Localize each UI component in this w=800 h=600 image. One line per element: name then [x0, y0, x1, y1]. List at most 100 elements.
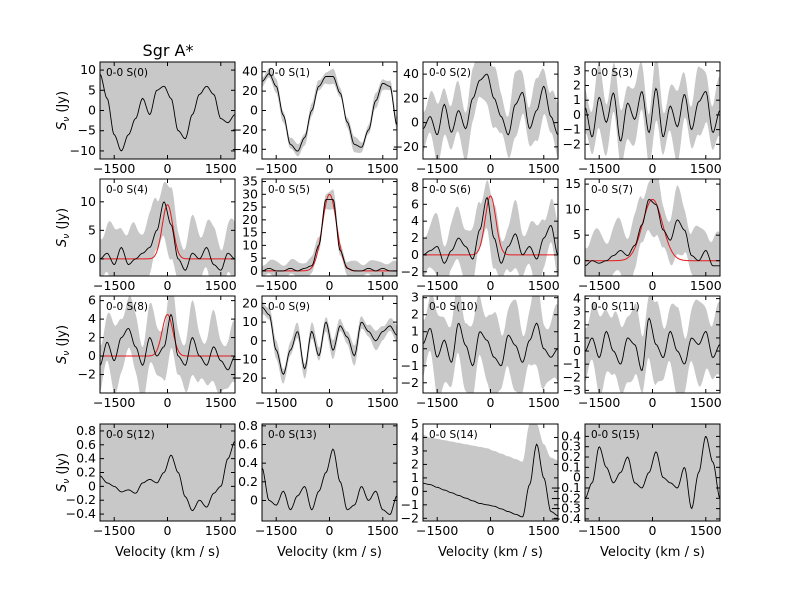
- y-tick-label: 0: [250, 492, 258, 507]
- y-tick-label: 0: [88, 348, 96, 363]
- x-tick-label: −1500: [93, 161, 135, 176]
- y-tick-label: 0.2: [238, 474, 258, 489]
- x-tick-label: 1500: [528, 523, 560, 538]
- y-tick-label: −1: [401, 497, 419, 512]
- y-tick-label: −0.2: [551, 490, 581, 505]
- x-tick-label: −1500: [93, 278, 135, 293]
- panel-label: 0-0 S(3): [591, 67, 633, 79]
- y-axis-label: Sν (Jy): [55, 453, 72, 492]
- x-tick-label: 1500: [205, 395, 237, 410]
- plot-area: [262, 424, 397, 521]
- y-tick-label: −0.3: [551, 501, 581, 516]
- x-tick-label: 1500: [690, 395, 722, 410]
- x-tick-label: 0: [487, 161, 495, 176]
- y-tick-label: −1: [401, 358, 419, 373]
- y-tick-label: −1: [563, 356, 581, 371]
- panel-label: 0-0 S(13): [268, 429, 317, 441]
- y-tick-label: 2: [573, 317, 581, 332]
- panel-label: 0-0 S(6): [429, 184, 471, 196]
- y-axis-labels: Sν (Jy) Sν (Jy) Sν (Jy) Sν (Jy): [55, 91, 72, 492]
- plot-area: [100, 181, 235, 276]
- y-tick-label: 0.4: [76, 451, 96, 466]
- x-axis-label: Velocity (km / s): [600, 545, 705, 560]
- y-tick-label: 2: [411, 230, 419, 245]
- spectrum-line: [262, 198, 397, 272]
- x-tick-label: −1500: [416, 161, 458, 176]
- y-tick-label: 15: [565, 176, 581, 191]
- error-band: [100, 62, 235, 159]
- plot-area: [423, 424, 558, 521]
- plot-area: [100, 424, 235, 521]
- x-tick-label: 1500: [528, 278, 560, 293]
- spectrum-line: [100, 440, 235, 512]
- panel-9: 0-0 S(9) −20 −10 0 10 20 −1500 0 1500: [232, 295, 399, 410]
- figure-title: Sgr A*: [143, 41, 194, 60]
- panel-8: 0-0 S(8) −2 0 2 4 6 −1500 0 1500: [78, 293, 237, 410]
- spectrum-line: [423, 73, 558, 136]
- y-tick-label: 0.4: [238, 455, 258, 470]
- panel-label: 0-0 S(10): [429, 301, 478, 313]
- y-tick-label: 10: [80, 194, 96, 209]
- spectrum-line: [262, 73, 397, 152]
- y-axis-label: Sν (Jy): [55, 91, 72, 130]
- y-tick-label: 20: [242, 295, 258, 310]
- panel-12: 0-0 S(12)−0.4−0.200.20.40.60.8−1500 0 1500: [66, 423, 237, 538]
- x-tick-label: 0: [326, 161, 334, 176]
- panel-label: 0-0 S(1): [268, 67, 310, 79]
- x-tick-label: 1500: [690, 161, 722, 176]
- y-tick-label: −2: [78, 367, 96, 382]
- y-tick-label: 40: [403, 66, 419, 81]
- y-tick-label: 6: [411, 196, 419, 211]
- x-tick-label: 1500: [367, 161, 399, 176]
- x-tick-label: −1500: [416, 395, 458, 410]
- y-tick-label: 3: [573, 304, 581, 319]
- plot-area: [585, 62, 720, 159]
- y-tick-label: 0.4: [561, 428, 581, 443]
- panel-label: 0-0 S(0): [106, 67, 148, 79]
- y-tick-label: −0.4: [551, 511, 581, 526]
- x-tick-label: 0: [649, 395, 657, 410]
- error-band: [262, 189, 397, 276]
- spectrum-line: [423, 443, 558, 518]
- y-tick-label: 3: [573, 63, 581, 78]
- panel-2: 0-0 S(2) −20 0 20 40 −1500 0 1500: [393, 61, 560, 176]
- y-tick-label: 5: [88, 222, 96, 237]
- spectrum-line: [423, 196, 558, 264]
- error-band: [100, 181, 235, 276]
- x-tick-label: −1500: [255, 278, 297, 293]
- panel-label: 0-0 S(7): [591, 184, 633, 196]
- y-tick-label: 5: [573, 227, 581, 242]
- y-tick-label: 6: [88, 293, 96, 308]
- plot-area: [585, 424, 720, 521]
- x-tick-label: 1500: [205, 523, 237, 538]
- y-tick-label: 8: [411, 179, 419, 194]
- x-axis-label: Velocity (km / s): [438, 545, 543, 560]
- panel-1: 0-0 S(1) −40 −20 0 20 40 −1500 0 1500: [232, 61, 399, 176]
- y-tick-label: −2: [401, 264, 419, 279]
- x-tick-label: 0: [326, 523, 334, 538]
- panel-label: 0-0 S(8): [106, 301, 148, 313]
- x-tick-label: 1500: [528, 395, 560, 410]
- spectrum-line: [262, 448, 397, 515]
- spectrum-line: [585, 317, 720, 371]
- plot-area: [262, 301, 397, 384]
- y-tick-label: 10: [242, 237, 258, 252]
- y-tick-label: 0: [411, 341, 419, 356]
- spectrum-line: [585, 198, 720, 267]
- error-band: [423, 180, 558, 276]
- y-tick-label: 0.2: [76, 465, 96, 480]
- panel-0: 0-0 S(0) −10 −5 0 5 10 −1500 0 1500: [70, 61, 237, 176]
- x-tick-label: −1500: [93, 523, 135, 538]
- panel-label: 0-0 S(15): [591, 429, 640, 441]
- y-tick-label: 2: [411, 456, 419, 471]
- spectrum-line: [262, 306, 397, 376]
- y-tick-label: 0.6: [238, 437, 258, 452]
- y-tick-label: −40: [232, 141, 258, 156]
- panel-13: 0-0 S(13) 0 0.2 0.4 0.6 0.8 −1500 0 1500: [238, 418, 399, 538]
- y-tick-label: 3: [411, 290, 419, 305]
- spectrum-line: [100, 201, 235, 271]
- x-axis-label: Velocity (km / s): [115, 545, 220, 560]
- y-tick-label: 0: [88, 478, 96, 493]
